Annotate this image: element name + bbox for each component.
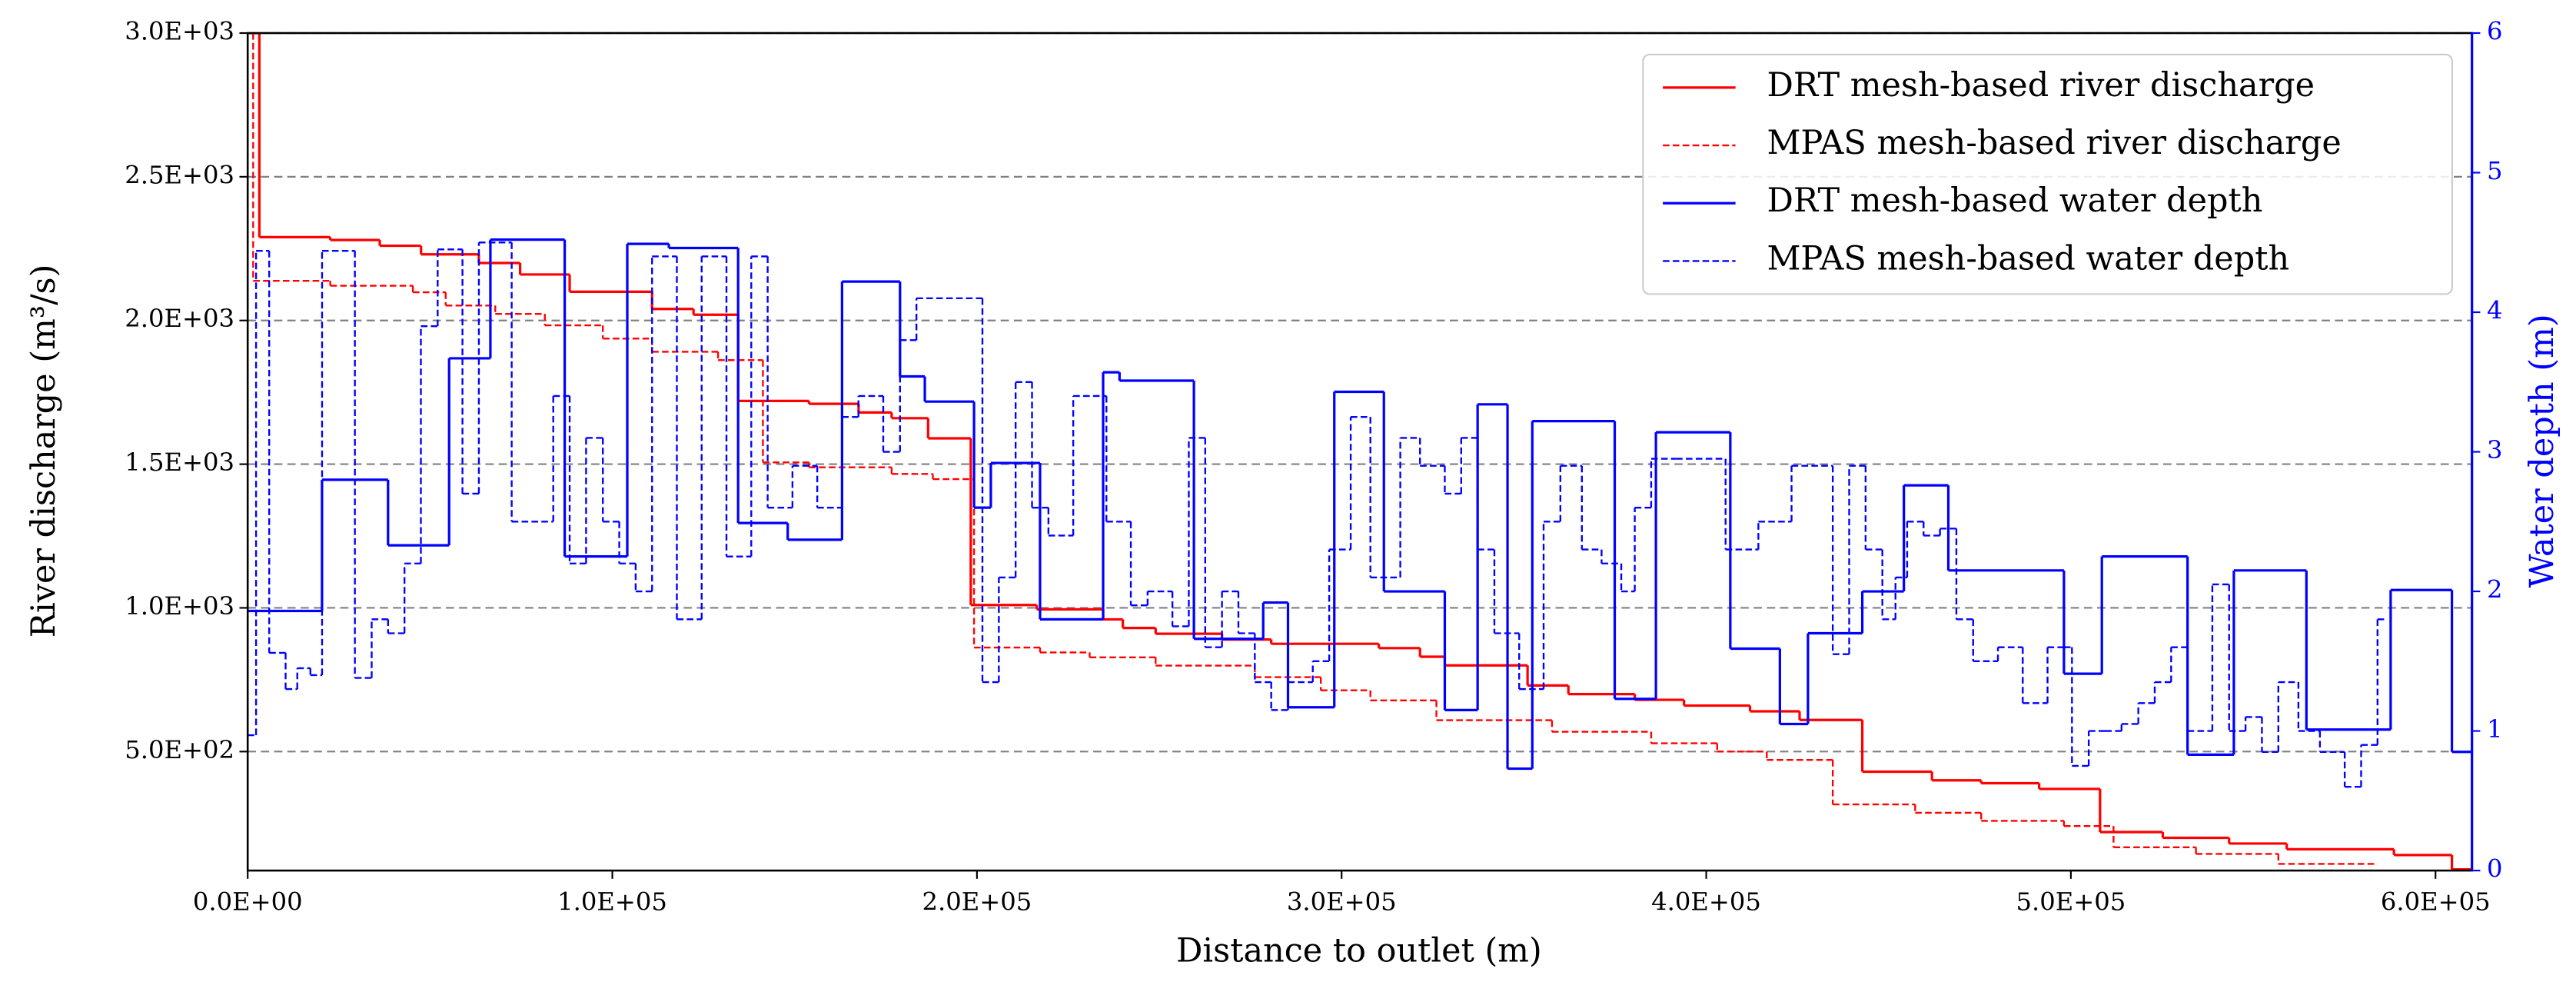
y-tick-label: 5.0E+02 xyxy=(125,735,234,764)
step-riser xyxy=(258,33,2454,870)
y-tick-label: 3.0E+03 xyxy=(125,17,234,46)
x-tick-label: 2.0E+05 xyxy=(922,887,1032,917)
step-riser xyxy=(321,239,2454,769)
y2-tick-label: 3 xyxy=(2487,435,2503,464)
step-riser xyxy=(252,33,2279,864)
y2-tick-label: 1 xyxy=(2487,714,2503,744)
x-tick-label: 5.0E+05 xyxy=(2016,887,2126,917)
y-tick-label: 2.5E+03 xyxy=(125,160,234,189)
x-tick-label: 1.0E+05 xyxy=(557,887,667,917)
legend-label: DRT mesh-based river discharge xyxy=(1767,66,2315,105)
y-tick-label: 2.0E+03 xyxy=(125,304,234,333)
legend-box xyxy=(1642,53,2453,295)
x-tick-label: 6.0E+05 xyxy=(2381,887,2491,917)
y2-tick-label: 4 xyxy=(2487,296,2503,325)
y-axis-label: River discharge (m³/s) xyxy=(25,265,63,638)
x-tick-label: 3.0E+05 xyxy=(1287,887,1397,917)
y2-tick-label: 6 xyxy=(2487,17,2503,46)
plot-lines xyxy=(248,33,2472,871)
step-riser xyxy=(254,242,2379,787)
y2-tick-label: 2 xyxy=(2487,575,2503,604)
legend-label: MPAS mesh-based river discharge xyxy=(1767,124,2341,162)
legend: DRT mesh-based river discharge MPAS mesh-… xyxy=(1642,53,2453,295)
x-tick-label: 0.0E+00 xyxy=(193,887,303,917)
axes: 0.0E+00 1.0E+05 2.0E+05 3.0E+05 4.0E+05 5.0E+… xyxy=(125,17,2502,917)
y2-axis-label: Water depth (m) xyxy=(2523,314,2561,588)
legend-label: DRT mesh-based water depth xyxy=(1767,181,2262,220)
y2-tick-label: 5 xyxy=(2487,156,2503,185)
legend-label: MPAS mesh-based water depth xyxy=(1767,239,2289,278)
y2-tick-label: 0 xyxy=(2487,854,2503,884)
x-tick-label: 4.0E+05 xyxy=(1651,887,1761,917)
y-tick-label: 1.5E+03 xyxy=(125,448,234,477)
x-axis-label: Distance to outlet (m) xyxy=(1176,931,1542,970)
y-tick-label: 1.0E+03 xyxy=(125,591,234,621)
